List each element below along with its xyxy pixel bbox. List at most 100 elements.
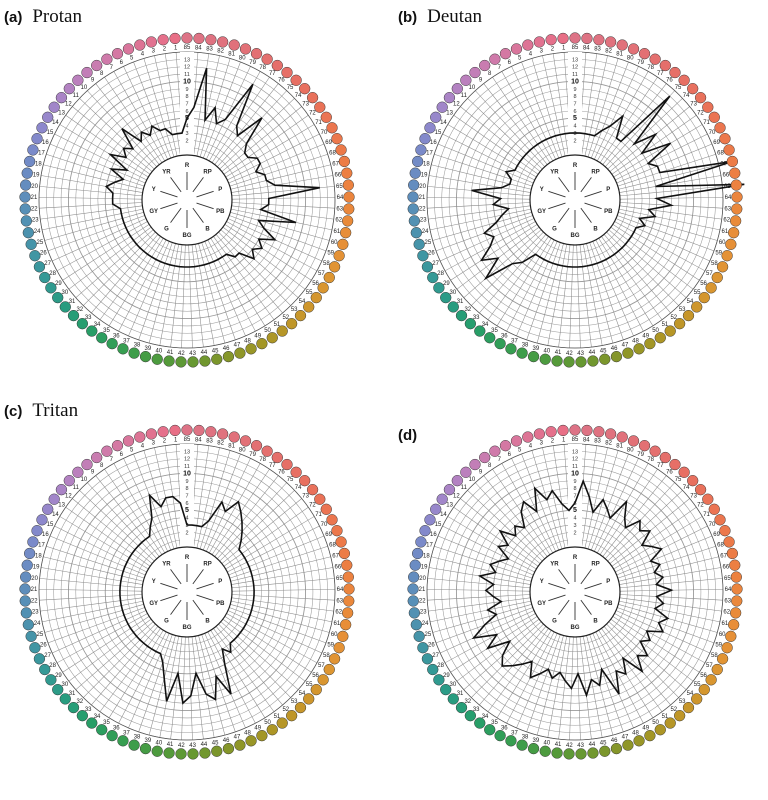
spoke-line — [191, 244, 204, 348]
cap-number: 2 — [551, 47, 555, 53]
cap-number: 39 — [533, 738, 540, 744]
cap-number: 15 — [435, 522, 442, 528]
color-cap — [447, 301, 459, 313]
color-cap — [413, 238, 425, 250]
cap-number: 24 — [34, 229, 41, 235]
color-cap — [326, 122, 338, 134]
hue-axis — [584, 202, 602, 210]
color-cap — [627, 435, 640, 447]
color-cap — [539, 745, 551, 757]
spoke-line — [201, 242, 236, 340]
cap-number: 16 — [42, 532, 49, 538]
cap-number: 23 — [420, 610, 427, 616]
cap-number: 4 — [141, 444, 145, 450]
cap-number: 76 — [278, 78, 285, 84]
color-cap — [24, 155, 36, 168]
cap-number: 51 — [274, 714, 281, 720]
spoke-line — [224, 224, 312, 281]
hue-axis — [160, 582, 178, 590]
cap-number: 31 — [69, 691, 76, 697]
spoke-line — [431, 556, 532, 582]
cap-number: 54 — [687, 299, 694, 305]
color-cap — [151, 745, 163, 757]
cap-number: 54 — [299, 299, 306, 305]
spoke-line — [612, 224, 700, 281]
scale-label: 5 — [573, 507, 577, 514]
spoke-line — [68, 226, 152, 290]
color-cap — [522, 39, 534, 51]
color-cap — [48, 101, 60, 113]
panel-label: (d) — [398, 427, 417, 444]
color-cap — [419, 525, 431, 537]
color-cap — [659, 451, 671, 464]
cap-number: 61 — [722, 621, 729, 627]
spoke-line — [601, 236, 663, 320]
hue-axis — [558, 177, 570, 193]
cap-number: 17 — [38, 151, 45, 157]
cap-number: 70 — [709, 522, 716, 528]
spoke-line — [576, 244, 581, 348]
spoke-line — [496, 630, 552, 718]
cap-number: 83 — [206, 439, 213, 445]
cap-number: 84 — [195, 45, 202, 51]
scale-label: 11 — [572, 72, 578, 78]
spoke-line — [471, 231, 544, 306]
spoke-line — [75, 621, 154, 690]
color-cap — [128, 739, 140, 751]
spoke-line — [154, 55, 178, 157]
cap-number: 22 — [419, 206, 426, 212]
color-cap — [72, 466, 84, 478]
cap-number: 4 — [141, 52, 145, 58]
cap-number: 46 — [611, 738, 618, 744]
spoke-line — [207, 631, 256, 724]
spoke-line — [225, 124, 315, 178]
cap-number: 43 — [189, 351, 196, 357]
spoke-line — [558, 636, 571, 740]
hue-label: RP — [591, 170, 599, 176]
spoke-line — [521, 453, 560, 551]
cap-number: 84 — [583, 437, 590, 443]
spoke-line — [79, 490, 155, 562]
cap-number: 69 — [325, 140, 332, 146]
spoke-line — [133, 453, 172, 551]
cap-number: 58 — [711, 653, 718, 659]
color-cap — [222, 742, 235, 755]
spoke-line — [72, 498, 153, 564]
color-cap — [328, 261, 341, 273]
cap-number: 41 — [555, 350, 562, 356]
cap-number: 53 — [679, 699, 686, 705]
hue-label: Y — [152, 579, 156, 585]
spoke-line — [506, 239, 555, 332]
color-cap — [216, 428, 229, 440]
cap-number: 19 — [33, 173, 40, 179]
cap-number: 76 — [666, 78, 673, 84]
spoke-line — [599, 76, 658, 163]
spoke-line — [602, 475, 667, 557]
color-cap — [101, 445, 113, 457]
spoke-line — [516, 241, 558, 337]
hue-axis — [170, 207, 182, 223]
color-cap — [20, 607, 33, 619]
cap-number: 65 — [336, 184, 343, 190]
spoke-line — [39, 588, 143, 592]
cap-number: 66 — [723, 565, 730, 571]
color-cap — [593, 426, 605, 438]
color-cap — [424, 514, 436, 526]
color-cap — [86, 717, 98, 729]
spoke-line — [613, 516, 703, 570]
spoke-line — [225, 516, 315, 570]
hue-label: G — [164, 226, 169, 232]
cap-number: 57 — [706, 663, 713, 669]
cap-number: 73 — [690, 493, 697, 499]
cap-number: 59 — [327, 643, 334, 649]
hue-label: R — [573, 163, 578, 169]
cap-number: 81 — [228, 52, 235, 58]
spoke-line — [618, 556, 719, 582]
hue-axis — [558, 599, 570, 615]
cap-number: 50 — [652, 328, 659, 334]
cap-number: 42 — [566, 351, 573, 357]
spoke-line — [191, 636, 204, 740]
color-cap — [436, 493, 448, 505]
hue-axis — [170, 599, 182, 615]
